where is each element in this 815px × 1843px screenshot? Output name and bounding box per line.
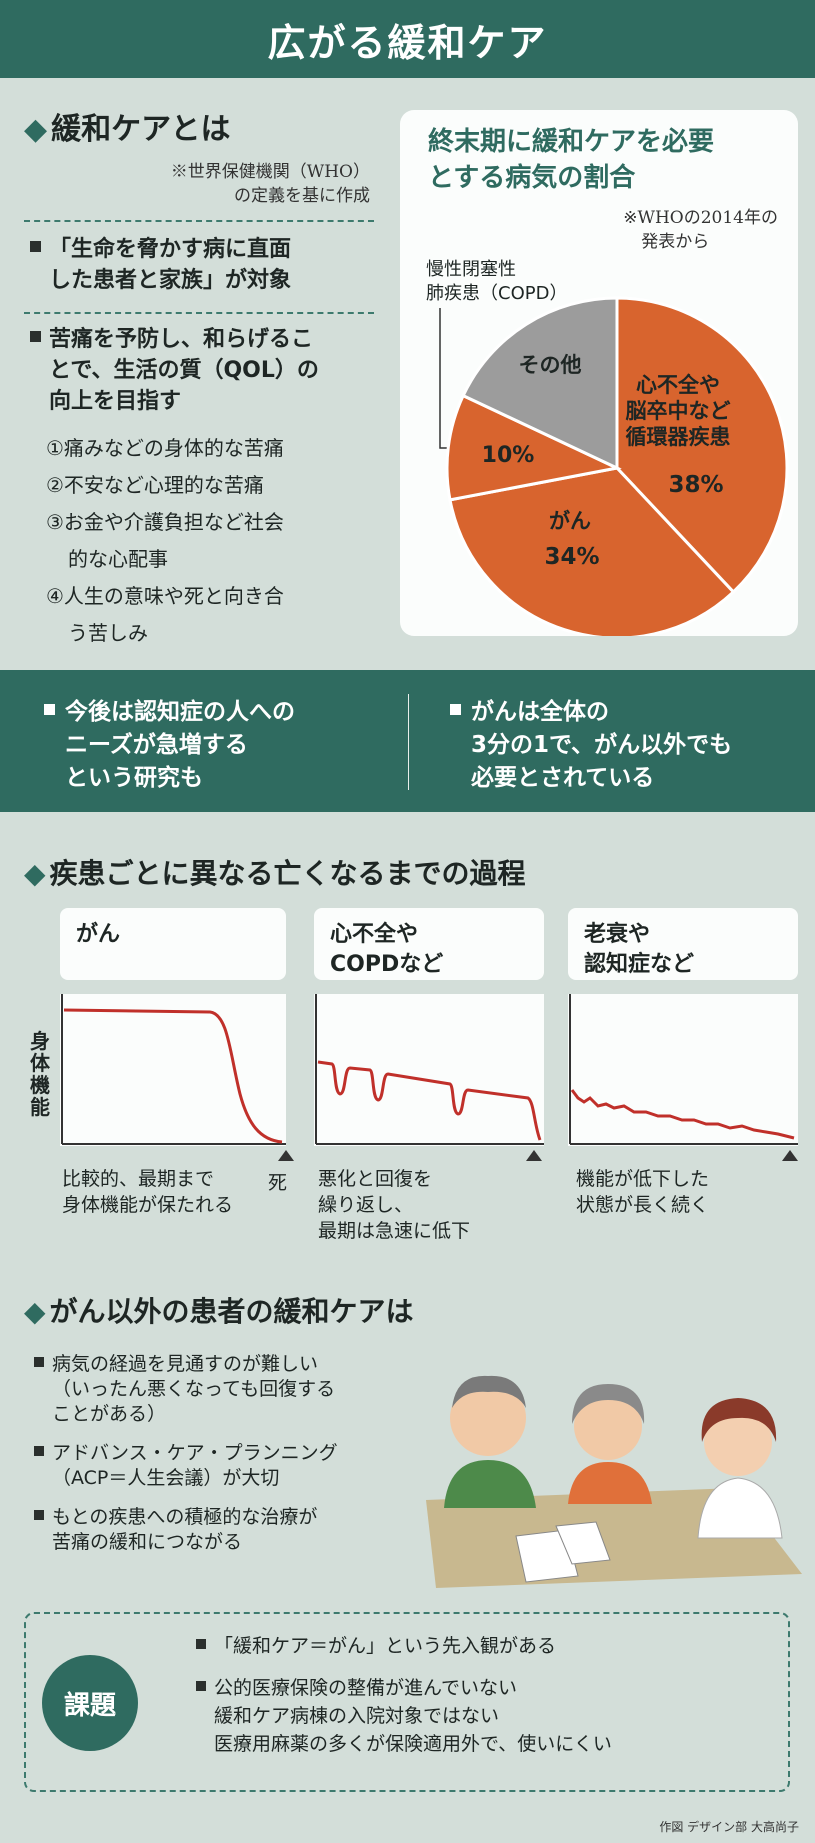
chart-note: ※WHOの2014年の 発表から <box>623 208 778 252</box>
list-item: ④人生の意味や死と向き合 う苦しみ <box>46 584 284 645</box>
slice-label-cancer: がん <box>549 509 591 533</box>
slice-value-cardio: 38% <box>668 472 723 498</box>
slice-label-cardio-1: 心不全や <box>636 373 720 397</box>
caption-heart-copd: 悪化と回復を 繰り返し、 最期は急速に低下 <box>318 1168 471 1242</box>
square-bullet-icon <box>44 704 55 715</box>
graph-dementia <box>568 994 798 1146</box>
list-item: ③お金や介護負担など社会 的な心配事 <box>46 510 284 571</box>
graph-cancer <box>60 994 286 1146</box>
finding-dementia: 今後は認知症の人への ニーズが急増する という研究も <box>44 696 295 795</box>
title-bar: 広がる緩和ケア <box>0 0 815 78</box>
y-axis-label: 身体機能 <box>30 1029 50 1119</box>
issues-list: 「緩和ケア＝がん」という先入観がある 公的医療保険の整備が進んでいない 緩和ケア… <box>196 1632 776 1758</box>
slice-label-cardio-3: 循環器疾患 <box>626 425 731 449</box>
elderly-woman-body <box>568 1462 652 1504</box>
elderly-man-body <box>444 1460 536 1508</box>
point-goal: 苦痛を予防し、和らげるこ とで、生活の質（QOL）の 向上を目指す <box>30 324 400 417</box>
list-item: 病気の経過を見通すのが難しい （いったん悪くなっても回復する ことがある） <box>34 1352 434 1427</box>
copd-label: 慢性閉塞性 肺疾患（COPD） <box>426 259 568 304</box>
slice-label-other: その他 <box>519 353 582 377</box>
diamond-icon: ◆ <box>24 112 48 147</box>
point-target: 「生命を脅かす病に直面 した患者と家族」が対象 <box>30 234 390 296</box>
caption-dementia: 機能が低下した 状態が長く続く <box>576 1168 710 1216</box>
divider <box>24 220 374 222</box>
list-item: ②不安など心理的な苦痛 <box>46 473 264 497</box>
list-item: アドバンス・ケア・プランニング （ACP＝人生会議）が大切 <box>34 1441 434 1491</box>
chart-title: 終末期に緩和ケアを必要 とする病気の割合 <box>428 127 715 193</box>
issues-box <box>24 1612 790 1792</box>
issues-badge: 課題 <box>42 1655 138 1751</box>
trajectory-line <box>570 1089 795 1140</box>
care-meeting-illustration <box>426 1375 802 1588</box>
square-bullet-icon <box>34 1357 44 1367</box>
square-bullet-icon <box>30 331 41 342</box>
diamond-icon: ◆ <box>24 857 46 890</box>
square-bullet-icon <box>196 1681 206 1691</box>
definition-note: ※世界保健機関（WHO） の定義を基に作成 <box>170 162 370 206</box>
list-item: ①痛みなどの身体的な苦痛 <box>46 436 284 460</box>
category-cancer: がん <box>60 908 286 980</box>
category-heart-copd: 心不全や COPDなど <box>314 908 544 980</box>
non-cancer-heading: ◆ がん以外の患者の緩和ケアは <box>24 1295 414 1328</box>
finding-cancer-share: がんは全体の 3分の1で、がん以外でも 必要とされている <box>450 696 732 795</box>
slice-value-copd: 10% <box>482 443 535 468</box>
trajectory-line <box>317 1060 542 1141</box>
slice-value-cancer: 34% <box>544 544 599 570</box>
caption-cancer: 比較的、最期まで 身体機能が保たれる <box>62 1168 234 1216</box>
page-title: 広がる緩和ケア <box>267 11 548 67</box>
diamond-icon: ◆ <box>24 1295 46 1328</box>
what-is-heading: ◆ 緩和ケアとは <box>24 112 231 147</box>
pie-slice-copd <box>445 393 622 502</box>
slice-label-cardio-2: 脳卒中など <box>626 399 731 423</box>
band-divider <box>408 694 409 790</box>
key-findings-band: 今後は認知症の人への ニーズが急増する という研究も がんは全体の 3分の1で、… <box>0 670 815 812</box>
paper-icon <box>515 1529 579 1583</box>
square-bullet-icon <box>450 704 461 715</box>
nurse-body <box>697 1477 783 1539</box>
pie-chart: 心不全や 脳卒中など 循環器疾患 38% がん 34% 10% その他 <box>439 296 789 636</box>
trajectory-line <box>63 1008 283 1144</box>
square-bullet-icon <box>34 1446 44 1456</box>
elderly-woman-face <box>574 1392 642 1460</box>
divider <box>24 312 374 314</box>
non-cancer-list: 病気の経過を見通すのが難しい （いったん悪くなっても回復する ことがある） アド… <box>34 1352 434 1569</box>
death-marker-icon <box>278 1150 294 1161</box>
pie-slice-cardio <box>615 296 789 595</box>
pie-slice-cancer <box>448 466 736 636</box>
process-heading: ◆ 疾患ごとに異なる亡くなるまでの過程 <box>24 857 526 890</box>
list-item: もとの疾患への積極的な治療が 苦痛の緩和につながる <box>34 1505 434 1555</box>
square-bullet-icon <box>34 1510 44 1520</box>
pie-slice-other <box>461 296 619 471</box>
death-label: 死 <box>268 1172 288 1194</box>
nurse-face <box>704 1408 772 1476</box>
elderly-man-face <box>450 1380 526 1456</box>
credit: 作図 デザイン部 大高尚子 <box>659 1820 799 1834</box>
paper-icon <box>555 1521 611 1565</box>
suffering-list: ①痛みなどの身体的な苦痛 ②不安など心理的な苦痛 ③お金や介護負担など社会 的な心… <box>46 434 386 656</box>
graph-heart-copd <box>314 994 544 1146</box>
death-marker-icon <box>782 1150 798 1161</box>
death-marker-icon <box>526 1150 542 1161</box>
square-bullet-icon <box>196 1639 206 1649</box>
square-bullet-icon <box>30 241 41 252</box>
pie-chart-card: 終末期に緩和ケアを必要 とする病気の割合 ※WHOの2014年の 発表から 慢性… <box>400 110 798 636</box>
category-dementia: 老衰や 認知症など <box>568 908 798 980</box>
